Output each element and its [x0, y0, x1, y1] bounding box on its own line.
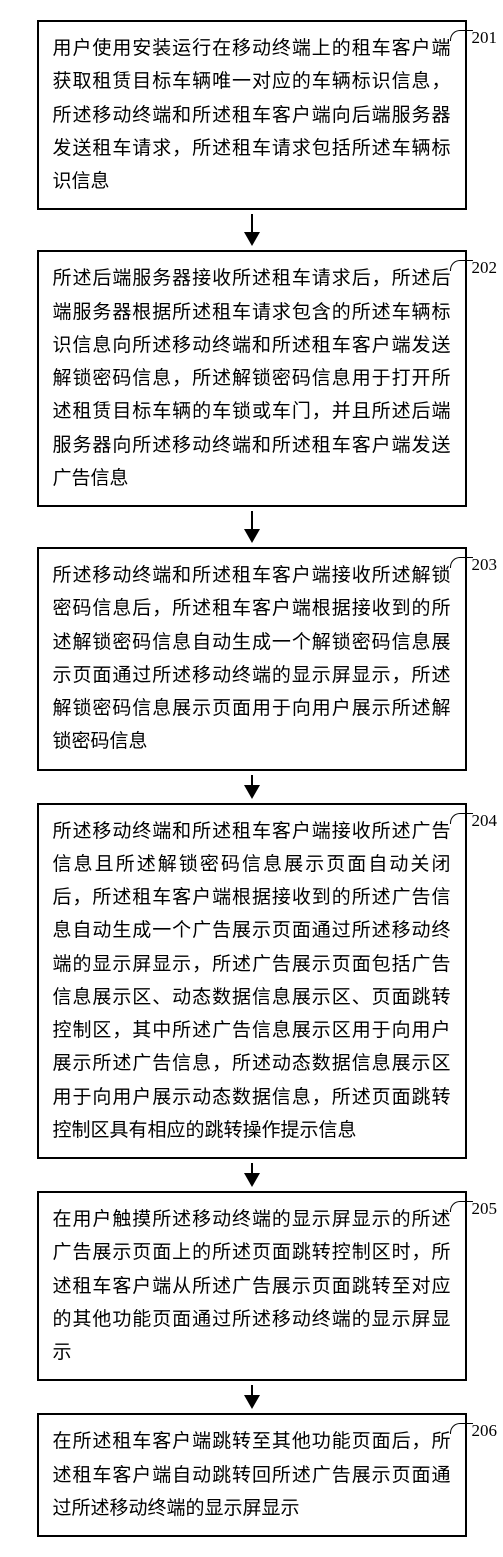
step-text: 在用户触摸所述移动终端的显示屏显示的所述广告展示页面上的所述页面跳转控制区时，所…	[53, 1209, 451, 1363]
step-box: 用户使用安装运行在移动终端上的租车客户端获取租赁目标车辆唯一对应的车辆标识信息，…	[37, 20, 467, 210]
step-202: 所述后端服务器接收所述租车请求后，所述后端服务器根据所述租车请求包含的所述车辆标…	[0, 250, 503, 507]
step-text: 所述移动终端和所述租车客户端接收所述解锁密码信息后，所述租车客户端根据接收到的所…	[53, 565, 451, 752]
step-text: 所述移动终端和所述租车客户端接收所述广告信息且所述解锁密码信息展示页面自动关闭后…	[53, 821, 451, 1141]
step-text: 所述后端服务器接收所述租车请求后，所述后端服务器根据所述租车请求包含的所述车辆标…	[53, 268, 451, 489]
step-box: 所述移动终端和所述租车客户端接收所述广告信息且所述解锁密码信息展示页面自动关闭后…	[37, 803, 467, 1160]
step-label: 205	[472, 1199, 498, 1219]
step-206: 在所述租车客户端跳转至其他功能页面后，所述租车客户端自动跳转回所述广告展示页面通…	[0, 1413, 503, 1537]
step-204: 所述移动终端和所述租车客户端接收所述广告信息且所述解锁密码信息展示页面自动关闭后…	[0, 803, 503, 1160]
step-text: 用户使用安装运行在移动终端上的租车客户端获取租赁目标车辆唯一对应的车辆标识信息，…	[53, 38, 451, 192]
flowchart-container: 用户使用安装运行在移动终端上的租车客户端获取租赁目标车辆唯一对应的车辆标识信息，…	[0, 20, 503, 1537]
arrow-icon	[251, 214, 253, 244]
arrow-icon	[251, 511, 253, 541]
step-label: 203	[472, 555, 498, 575]
step-text: 在所述租车客户端跳转至其他功能页面后，所述租车客户端自动跳转回所述广告展示页面通…	[53, 1431, 451, 1519]
step-label: 206	[472, 1421, 498, 1441]
step-205: 在用户触摸所述移动终端的显示屏显示的所述广告展示页面上的所述页面跳转控制区时，所…	[0, 1191, 503, 1381]
step-box: 在所述租车客户端跳转至其他功能页面后，所述租车客户端自动跳转回所述广告展示页面通…	[37, 1413, 467, 1537]
arrow-icon	[251, 775, 253, 797]
step-box: 在用户触摸所述移动终端的显示屏显示的所述广告展示页面上的所述页面跳转控制区时，所…	[37, 1191, 467, 1381]
arrow-icon	[251, 1163, 253, 1185]
step-label: 204	[472, 811, 498, 831]
step-box: 所述后端服务器接收所述租车请求后，所述后端服务器根据所述租车请求包含的所述车辆标…	[37, 250, 467, 507]
step-label: 202	[472, 258, 498, 278]
step-201: 用户使用安装运行在移动终端上的租车客户端获取租赁目标车辆唯一对应的车辆标识信息，…	[0, 20, 503, 210]
step-label: 201	[472, 28, 498, 48]
step-box: 所述移动终端和所述租车客户端接收所述解锁密码信息后，所述租车客户端根据接收到的所…	[37, 547, 467, 771]
step-203: 所述移动终端和所述租车客户端接收所述解锁密码信息后，所述租车客户端根据接收到的所…	[0, 547, 503, 771]
arrow-icon	[251, 1385, 253, 1407]
